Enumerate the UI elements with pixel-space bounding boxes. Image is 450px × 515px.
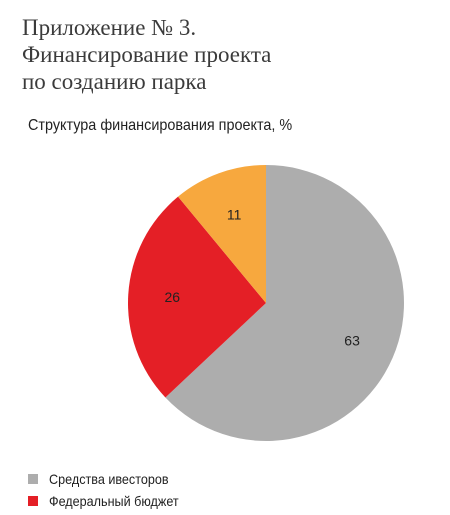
page-title: Приложение № 3. Финансирование проекта п… [22,14,422,95]
legend-item-federal-budget: Федеральный бюджет [28,493,193,509]
page-title-line-3: по созданию парка [22,69,207,94]
pie-slices [127,165,404,441]
chart-title: Структура финансирования проекта, % [28,117,293,134]
pie-slice-investors [165,165,404,441]
legend-swatch-investors [28,474,38,484]
chart-legend: Средства ивесторов Федеральный бюджет [28,471,193,515]
page-title-line-1: Приложение № 3. [22,15,197,40]
legend-swatch-federal-budget [28,496,38,506]
pie-label-federal-budget: 26 [165,289,181,305]
legend-item-investors: Средства ивесторов [28,471,193,487]
pie-slice-other [178,165,266,303]
legend-label-investors: Средства ивесторов [49,471,169,487]
legend-label-federal-budget: Федеральный бюджет [49,493,179,509]
page-title-line-2: Финансирование проекта [22,42,272,67]
pie-slice-federal-budget [127,196,267,398]
pie-label-investors: 63 [344,332,360,348]
pie-labels: 63 26 11 [165,207,361,349]
pie-label-other: 11 [227,207,242,223]
